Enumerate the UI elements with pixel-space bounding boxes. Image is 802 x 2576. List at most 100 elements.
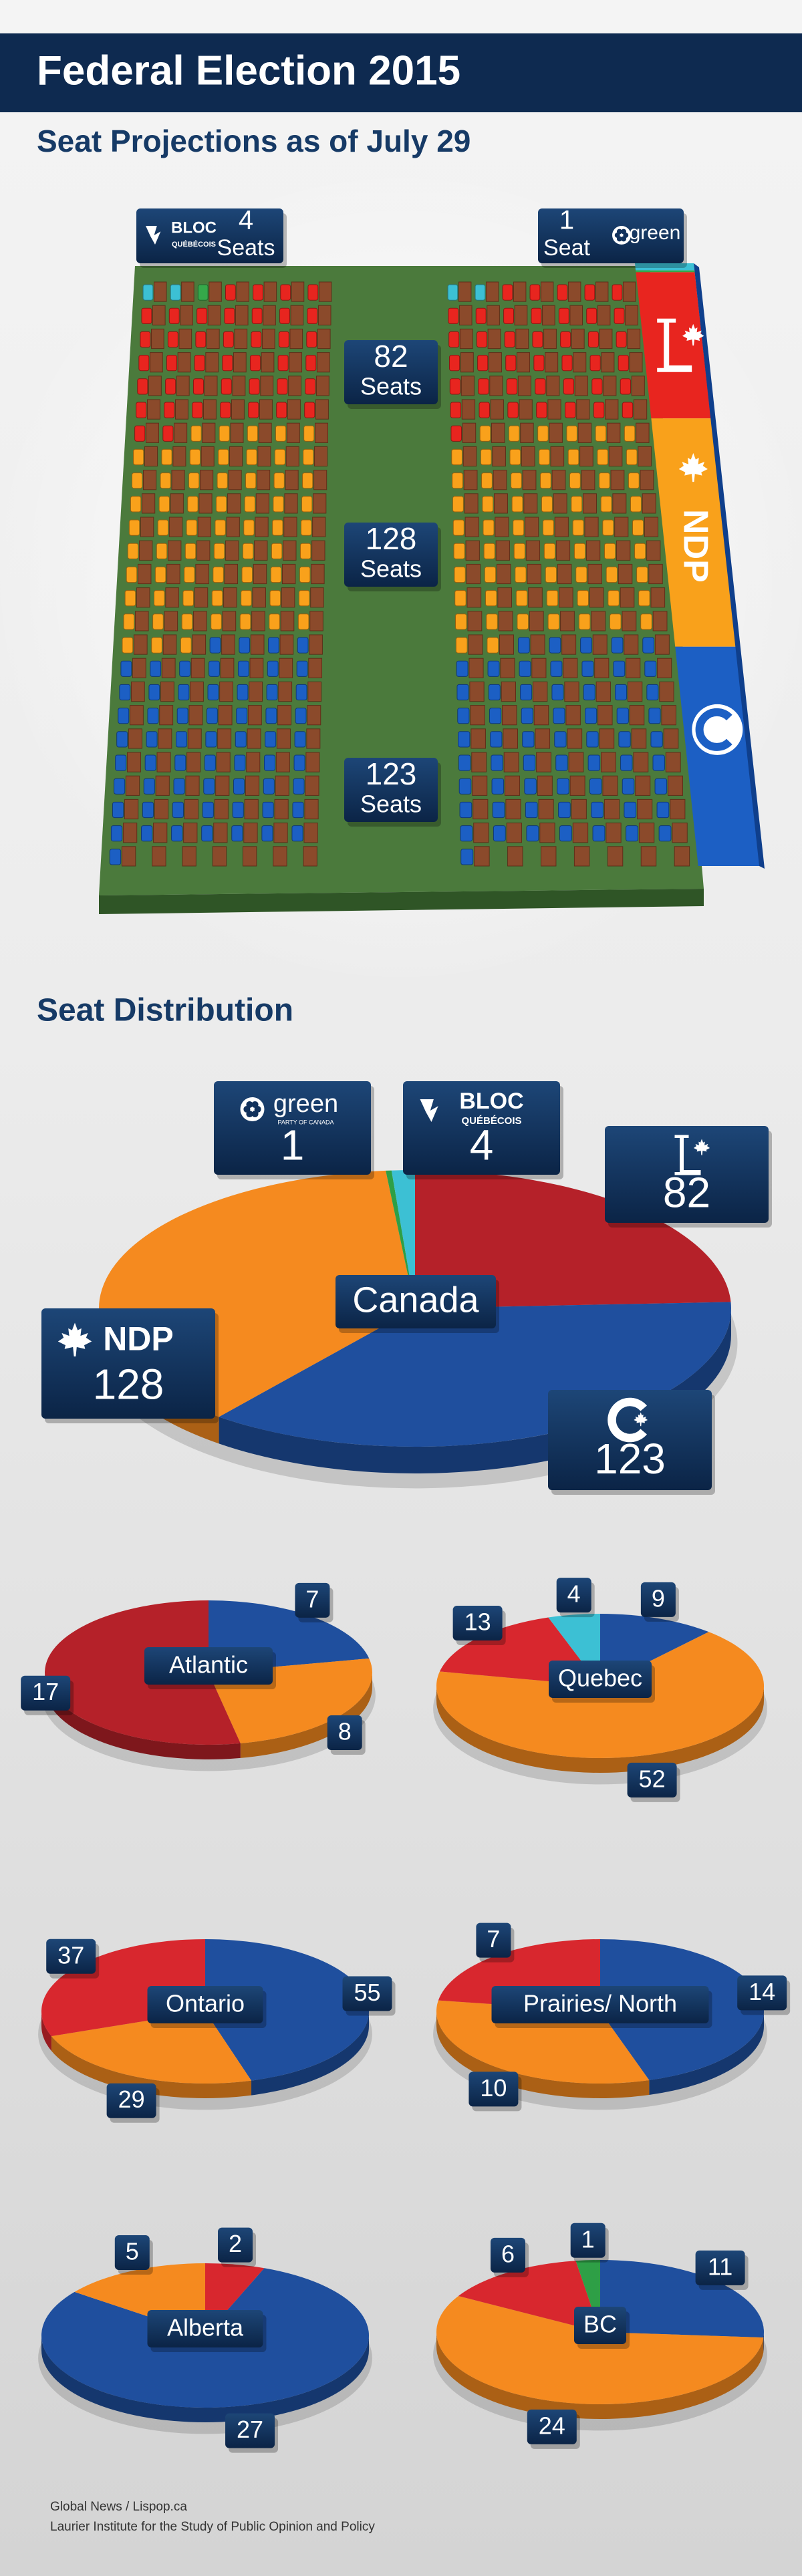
seat (479, 425, 491, 442)
desk (182, 846, 196, 867)
seat (112, 801, 124, 819)
desk (213, 823, 228, 843)
seat (306, 331, 317, 348)
desk (260, 376, 274, 396)
pie-slice (51, 2011, 252, 2084)
green-tag (538, 208, 684, 263)
desk (261, 352, 275, 373)
seat (628, 472, 640, 489)
value-box (640, 1582, 676, 1617)
desk (527, 563, 541, 585)
desk (148, 376, 162, 396)
seat (170, 284, 181, 301)
desk (171, 470, 185, 490)
region-box (491, 1986, 709, 2023)
desk (661, 705, 676, 726)
desk (257, 446, 271, 467)
value-box (490, 2237, 525, 2273)
seat (130, 496, 142, 513)
desk (533, 681, 548, 702)
seat-value-label: 4 (239, 206, 253, 235)
seat (507, 402, 519, 418)
seat (217, 472, 228, 489)
seat (295, 708, 307, 724)
desk (225, 540, 239, 561)
seat (122, 637, 134, 654)
seat (460, 825, 473, 842)
seat (241, 566, 253, 583)
desk (540, 846, 557, 867)
seat (299, 543, 311, 559)
desk (310, 587, 324, 608)
desk (254, 540, 268, 561)
liberal-logo (657, 318, 692, 372)
desk (178, 328, 192, 349)
desk (521, 446, 535, 467)
desk (592, 634, 608, 655)
desk (126, 752, 142, 772)
desk (156, 752, 171, 772)
desk (124, 799, 139, 820)
seat (487, 637, 499, 654)
seat (298, 590, 310, 607)
desk (177, 352, 191, 373)
seat (262, 801, 274, 819)
seat (557, 778, 569, 795)
seat (233, 778, 245, 795)
value-box (527, 2409, 577, 2444)
stack-segment (651, 418, 737, 647)
desk (642, 493, 656, 514)
seat (455, 637, 468, 654)
seat (455, 613, 467, 630)
desk (640, 846, 657, 867)
seat (280, 284, 291, 301)
seat (190, 425, 202, 442)
seat (533, 355, 545, 372)
desk (273, 823, 288, 843)
seat (571, 496, 583, 513)
seat (244, 496, 256, 513)
desk (631, 728, 647, 749)
seat (585, 708, 597, 724)
desk (530, 634, 545, 655)
desk (595, 281, 609, 302)
seat (591, 801, 604, 819)
desk (204, 376, 218, 396)
desk (281, 563, 296, 585)
desk (469, 658, 484, 678)
seat (511, 472, 522, 489)
region-label: BC (583, 2311, 617, 2338)
desk (315, 399, 329, 420)
desk (176, 376, 190, 396)
desk (214, 799, 229, 820)
seat (303, 448, 314, 466)
desk (587, 563, 602, 585)
seat (456, 660, 469, 677)
seat (460, 849, 474, 865)
seat (300, 519, 312, 536)
seat (114, 778, 126, 795)
green-logo-sub: PARTY OF CANADA (277, 1119, 333, 1125)
value-label: 1 (281, 1121, 305, 1169)
desk (274, 799, 289, 820)
desk (560, 611, 575, 631)
desk (668, 775, 684, 796)
desk (275, 752, 290, 772)
desk (305, 752, 320, 772)
footer-source: Global News / Lispop.ca (50, 2500, 187, 2514)
desk (489, 376, 503, 396)
value-box (737, 1975, 787, 2011)
seat (140, 331, 151, 348)
seat (269, 590, 281, 607)
desk (209, 281, 222, 302)
desk (263, 305, 276, 325)
desk (564, 681, 579, 702)
stack-segment (636, 272, 711, 419)
desk (663, 728, 679, 749)
desk (579, 446, 593, 467)
desk (597, 705, 613, 726)
seat (231, 825, 243, 842)
seat (523, 754, 536, 771)
value-label: 11 (708, 2253, 732, 2280)
desk (537, 775, 553, 796)
